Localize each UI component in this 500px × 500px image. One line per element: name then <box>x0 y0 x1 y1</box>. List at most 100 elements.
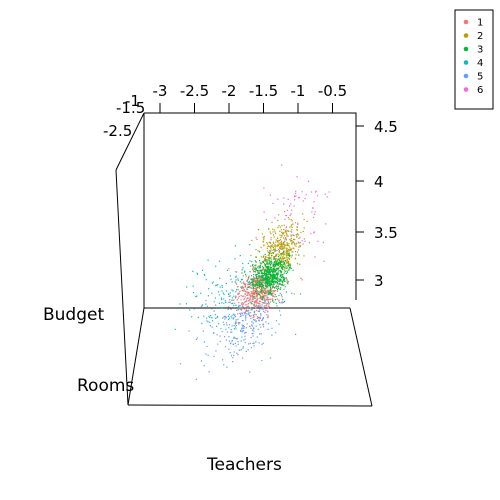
data-point <box>241 320 244 322</box>
data-point <box>290 230 292 232</box>
data-point <box>282 277 284 279</box>
data-point <box>270 298 272 301</box>
data-point <box>276 273 278 275</box>
data-point <box>251 291 253 293</box>
data-point <box>264 273 266 275</box>
data-point <box>252 263 254 266</box>
data-point <box>229 317 231 319</box>
data-point <box>268 282 270 285</box>
data-point <box>271 277 273 279</box>
data-point <box>265 218 267 221</box>
data-point <box>237 308 239 310</box>
data-point <box>279 230 281 232</box>
data-point <box>269 277 271 279</box>
data-point <box>264 276 267 278</box>
data-point <box>197 273 199 275</box>
data-point <box>277 241 279 243</box>
data-point <box>253 288 255 290</box>
data-point <box>235 319 237 321</box>
data-point <box>279 281 281 283</box>
data-point <box>277 263 279 265</box>
data-point <box>268 266 270 268</box>
data-point <box>227 308 229 311</box>
data-point <box>265 269 267 271</box>
data-point <box>226 269 229 271</box>
data-point <box>246 286 249 288</box>
data-point <box>273 296 275 298</box>
data-point <box>289 267 291 269</box>
data-point <box>207 354 209 356</box>
data-point <box>248 276 250 278</box>
data-point <box>272 286 274 288</box>
data-point <box>244 286 246 288</box>
data-point <box>280 258 282 260</box>
data-point <box>261 266 264 268</box>
data-point <box>261 283 263 285</box>
data-point <box>257 293 260 295</box>
data-point <box>230 329 232 331</box>
data-point <box>246 294 248 297</box>
data-point <box>279 276 281 278</box>
data-point <box>290 248 292 250</box>
data-point <box>291 292 293 294</box>
data-point <box>268 305 270 307</box>
data-point <box>248 314 250 316</box>
data-point <box>253 328 255 330</box>
data-point <box>281 266 283 268</box>
data-point <box>235 328 237 330</box>
data-point <box>263 298 265 300</box>
data-point <box>250 291 252 293</box>
data-point <box>298 254 300 256</box>
data-point <box>207 321 209 323</box>
data-point <box>314 191 316 193</box>
data-point <box>247 278 249 280</box>
data-point <box>281 268 283 270</box>
data-point <box>283 224 285 226</box>
data-point <box>239 322 241 324</box>
data-point <box>241 303 243 306</box>
data-point <box>299 236 301 238</box>
data-point <box>314 211 316 213</box>
data-point <box>268 256 270 258</box>
data-point <box>243 303 245 305</box>
data-point <box>258 285 261 288</box>
data-point <box>290 256 292 258</box>
data-point <box>263 310 265 313</box>
data-point <box>297 222 299 224</box>
data-point <box>236 286 239 288</box>
data-point <box>269 231 271 233</box>
data-point <box>294 239 296 241</box>
data-point <box>242 302 244 304</box>
data-point <box>281 164 283 166</box>
data-point <box>283 276 285 279</box>
data-point <box>230 316 232 318</box>
data-point <box>284 269 286 271</box>
data-point <box>281 274 283 276</box>
data-point <box>282 275 284 278</box>
data-point <box>286 261 288 264</box>
data-point <box>264 305 266 307</box>
data-point <box>249 286 251 289</box>
data-point <box>234 281 236 283</box>
data-point <box>266 274 268 276</box>
data-point <box>251 303 253 305</box>
data-point <box>244 296 246 298</box>
data-point <box>231 325 233 327</box>
data-point <box>269 276 271 278</box>
data-point <box>271 265 273 267</box>
data-point <box>275 258 277 260</box>
data-point <box>287 254 289 256</box>
data-point <box>261 343 263 345</box>
data-point <box>292 251 294 253</box>
data-point <box>221 307 223 309</box>
data-point <box>236 299 238 301</box>
data-point <box>269 282 271 284</box>
data-point <box>261 270 263 272</box>
data-point <box>287 281 289 283</box>
data-point <box>273 270 275 272</box>
data-point <box>238 304 240 307</box>
data-point <box>242 330 245 332</box>
data-point <box>245 310 247 312</box>
data-point <box>279 310 281 312</box>
data-point <box>267 296 269 299</box>
